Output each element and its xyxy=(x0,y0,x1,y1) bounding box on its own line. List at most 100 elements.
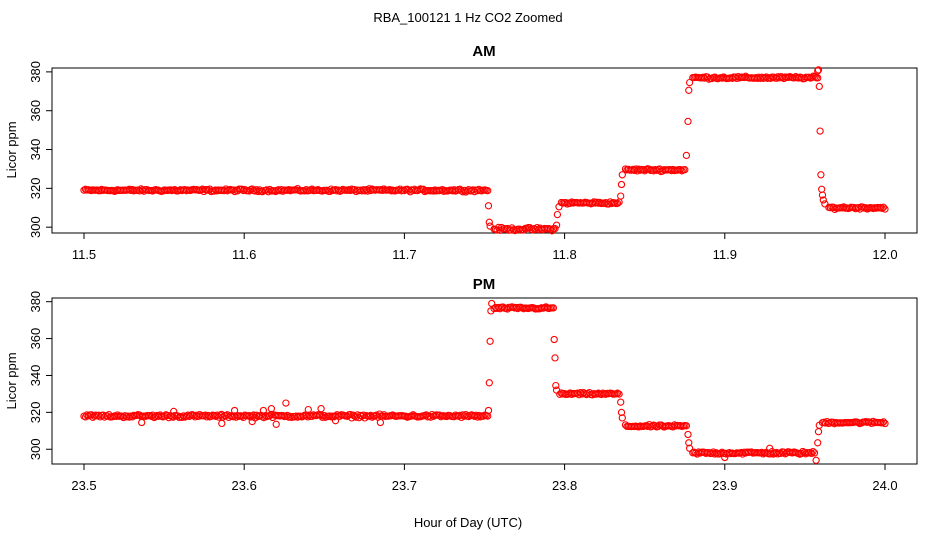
data-point xyxy=(555,203,563,211)
data-point xyxy=(331,417,340,425)
data-point xyxy=(485,379,493,387)
pm-y-tick-label: 360 xyxy=(28,328,43,350)
data-point xyxy=(551,224,559,233)
data-point xyxy=(685,86,693,94)
data-point xyxy=(685,439,693,447)
data-point xyxy=(546,225,555,234)
data-point xyxy=(376,418,385,427)
data-point xyxy=(818,185,826,193)
data-point xyxy=(486,222,494,230)
data-point xyxy=(138,418,146,427)
data-point xyxy=(814,66,823,74)
data-point xyxy=(814,439,822,447)
am-x-tick-label: 11.6 xyxy=(232,247,256,262)
am-y-tick-label: 320 xyxy=(28,178,43,200)
data-point xyxy=(721,453,729,462)
data-point xyxy=(550,335,558,344)
data-point xyxy=(817,171,825,179)
am-y-tick-label: 300 xyxy=(28,216,43,238)
am-panel: AM Licor ppm 11.5 11.6 11.7 11.8 11.9 12.0 30… xyxy=(4,43,918,262)
data-point xyxy=(615,390,623,398)
data-point xyxy=(484,202,493,210)
data-point xyxy=(317,405,325,413)
am-data-points xyxy=(80,66,889,235)
am-y-axis-label: Licor ppm xyxy=(4,121,19,178)
data-point xyxy=(879,418,888,426)
pm-x-tick-label: 23.9 xyxy=(712,478,737,493)
data-point xyxy=(485,218,493,226)
data-point xyxy=(551,354,559,362)
data-point xyxy=(230,406,239,415)
data-point xyxy=(486,337,494,345)
am-y-tick-label: 380 xyxy=(28,61,43,83)
data-point xyxy=(617,192,625,200)
am-x-tick-label: 12.0 xyxy=(872,247,897,262)
data-point xyxy=(549,304,558,312)
data-point xyxy=(818,191,827,199)
data-point xyxy=(819,196,827,204)
data-point xyxy=(821,200,829,208)
pm-y-axis-label: Licor ppm xyxy=(4,352,19,409)
data-point xyxy=(484,187,492,195)
data-point xyxy=(766,444,774,452)
pm-plot-frame xyxy=(51,297,918,465)
x-axis-label: Hour of Day (UTC) xyxy=(414,515,522,530)
data-point xyxy=(484,406,493,415)
am-plot-frame xyxy=(51,67,918,234)
data-point xyxy=(552,386,561,394)
am-panel-title: AM xyxy=(472,43,495,60)
data-point xyxy=(552,221,561,229)
data-point xyxy=(684,430,692,439)
pm-panel-title: PM xyxy=(473,276,496,293)
data-point xyxy=(881,419,889,428)
pm-y-tick-label: 300 xyxy=(28,438,43,460)
data-point xyxy=(282,399,290,407)
am-x-tick-label: 11.9 xyxy=(713,247,737,262)
data-point xyxy=(613,199,622,207)
data-point xyxy=(681,166,689,174)
data-point xyxy=(809,447,817,456)
data-point xyxy=(83,411,91,419)
pm-y-axis: 300 320 340 360 380 xyxy=(28,291,52,460)
data-point xyxy=(815,82,823,91)
pm-x-tick-label: 23.6 xyxy=(232,478,257,493)
pm-y-tick-label: 340 xyxy=(28,365,43,387)
pm-data-points xyxy=(80,299,889,464)
pm-x-axis: 23.5 23.6 23.7 23.8 23.9 24.0 xyxy=(71,463,898,493)
data-point xyxy=(617,180,626,189)
am-y-axis: 300 320 340 360 380 xyxy=(28,61,52,238)
data-point xyxy=(553,210,562,219)
am-y-tick-label: 360 xyxy=(28,100,43,122)
am-x-tick-label: 11.8 xyxy=(552,247,576,262)
data-point xyxy=(346,410,354,419)
pm-x-tick-label: 24.0 xyxy=(872,478,897,493)
data-point xyxy=(807,449,816,458)
pm-x-tick-label: 23.5 xyxy=(71,478,96,493)
data-point xyxy=(618,171,626,179)
am-y-tick-label: 340 xyxy=(28,139,43,161)
data-point xyxy=(812,456,820,464)
data-point xyxy=(618,414,626,422)
data-point xyxy=(814,74,822,82)
data-point xyxy=(676,165,684,174)
data-point xyxy=(259,406,268,415)
data-point xyxy=(814,67,822,75)
data-point xyxy=(613,389,622,397)
data-point xyxy=(113,411,122,419)
data-point xyxy=(810,449,819,457)
data-point xyxy=(879,203,888,211)
pm-y-tick-label: 380 xyxy=(28,291,43,313)
data-point xyxy=(814,428,823,436)
pm-x-tick-label: 23.7 xyxy=(392,478,417,493)
data-point xyxy=(304,405,312,414)
am-x-tick-label: 11.5 xyxy=(72,247,96,262)
data-point xyxy=(488,299,496,308)
am-x-axis: 11.5 11.6 11.7 11.8 11.9 12.0 xyxy=(72,232,898,262)
data-point xyxy=(685,78,694,87)
data-point xyxy=(684,117,692,126)
data-point xyxy=(878,419,886,427)
data-point xyxy=(617,408,626,417)
data-point xyxy=(682,151,691,160)
